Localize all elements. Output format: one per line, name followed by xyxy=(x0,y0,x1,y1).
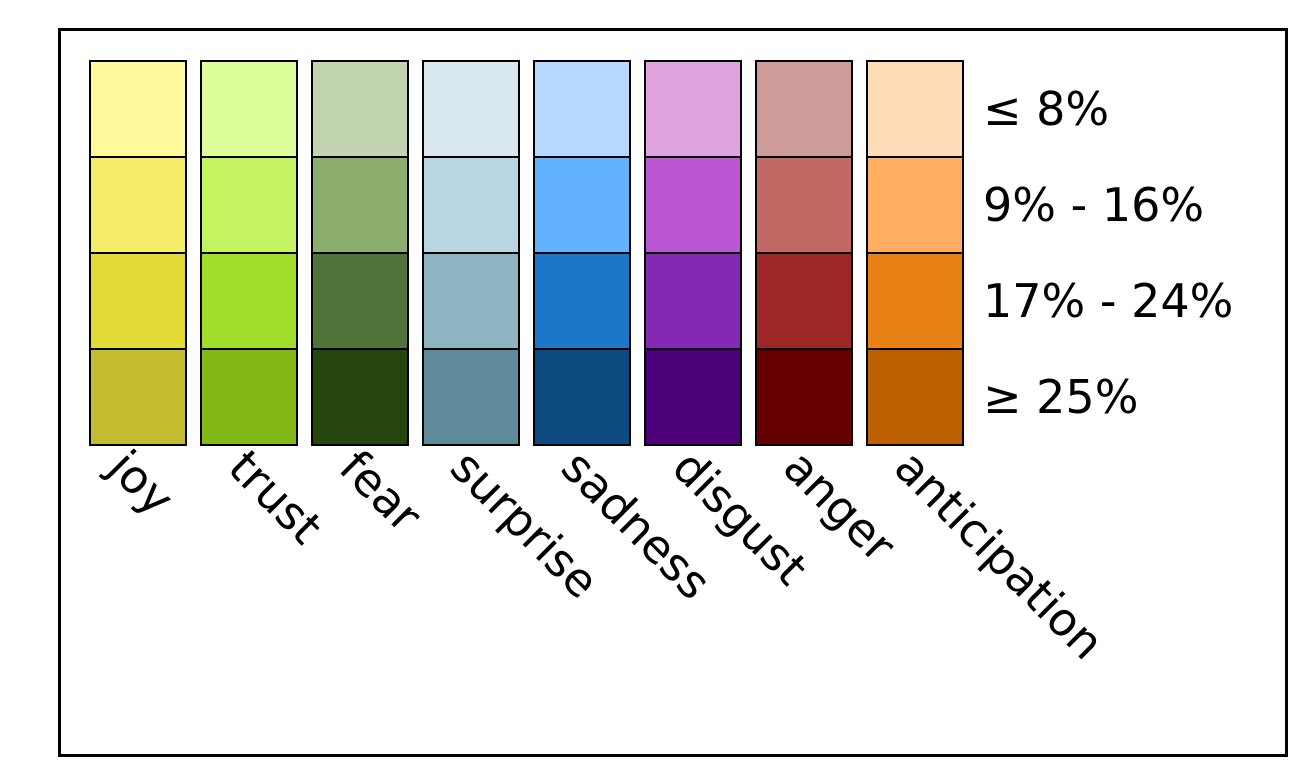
swatch-anger-tier-2 xyxy=(755,156,853,254)
emotion-label-fear: fear xyxy=(329,440,432,543)
swatch-sadness-tier-1 xyxy=(533,60,631,158)
swatch-anticipation-tier-4 xyxy=(866,348,964,446)
tier-label-1: ≤ 8% xyxy=(983,82,1109,136)
swatch-joy-tier-1 xyxy=(89,60,187,158)
swatch-anticipation-tier-2 xyxy=(866,156,964,254)
swatch-fear-tier-3 xyxy=(311,252,409,350)
swatch-trust-tier-4 xyxy=(200,348,298,446)
emotion-label-anticipation: anticipation xyxy=(884,440,1114,670)
tier-labels: ≤ 8% 9% - 16% 17% - 24% ≥ 25% xyxy=(983,82,1233,424)
swatch-surprise-tier-1 xyxy=(422,60,520,158)
tier-label-4: ≥ 25% xyxy=(983,370,1138,424)
swatch-anger-tier-1 xyxy=(755,60,853,158)
swatch-sadness-tier-3 xyxy=(533,252,631,350)
legend-frame xyxy=(58,28,1288,757)
emotion-label-joy: joy xyxy=(98,439,185,526)
swatch-sadness-tier-4 xyxy=(533,348,631,446)
emotion-labels: joy trust fear surprise sadness disgust … xyxy=(98,439,1115,670)
swatch-grid xyxy=(89,60,964,446)
swatch-anticipation-tier-3 xyxy=(866,252,964,350)
swatch-anger-tier-4 xyxy=(755,348,853,446)
swatch-trust-tier-2 xyxy=(200,156,298,254)
swatch-disgust-tier-3 xyxy=(644,252,742,350)
swatch-anticipation-tier-1 xyxy=(866,60,964,158)
tier-label-2: 9% - 16% xyxy=(983,178,1204,232)
swatch-disgust-tier-1 xyxy=(644,60,742,158)
swatch-sadness-tier-2 xyxy=(533,156,631,254)
swatch-fear-tier-4 xyxy=(311,348,409,446)
swatch-trust-tier-3 xyxy=(200,252,298,350)
swatch-fear-tier-2 xyxy=(311,156,409,254)
swatch-anger-tier-3 xyxy=(755,252,853,350)
swatch-joy-tier-4 xyxy=(89,348,187,446)
emotion-label-trust: trust xyxy=(218,440,333,555)
swatch-disgust-tier-2 xyxy=(644,156,742,254)
swatch-fear-tier-1 xyxy=(311,60,409,158)
swatch-joy-tier-3 xyxy=(89,252,187,350)
swatch-surprise-tier-4 xyxy=(422,348,520,446)
swatch-disgust-tier-4 xyxy=(644,348,742,446)
swatch-trust-tier-1 xyxy=(200,60,298,158)
swatch-surprise-tier-3 xyxy=(422,252,520,350)
tier-label-3: 17% - 24% xyxy=(983,274,1233,328)
swatch-surprise-tier-2 xyxy=(422,156,520,254)
swatch-joy-tier-2 xyxy=(89,156,187,254)
